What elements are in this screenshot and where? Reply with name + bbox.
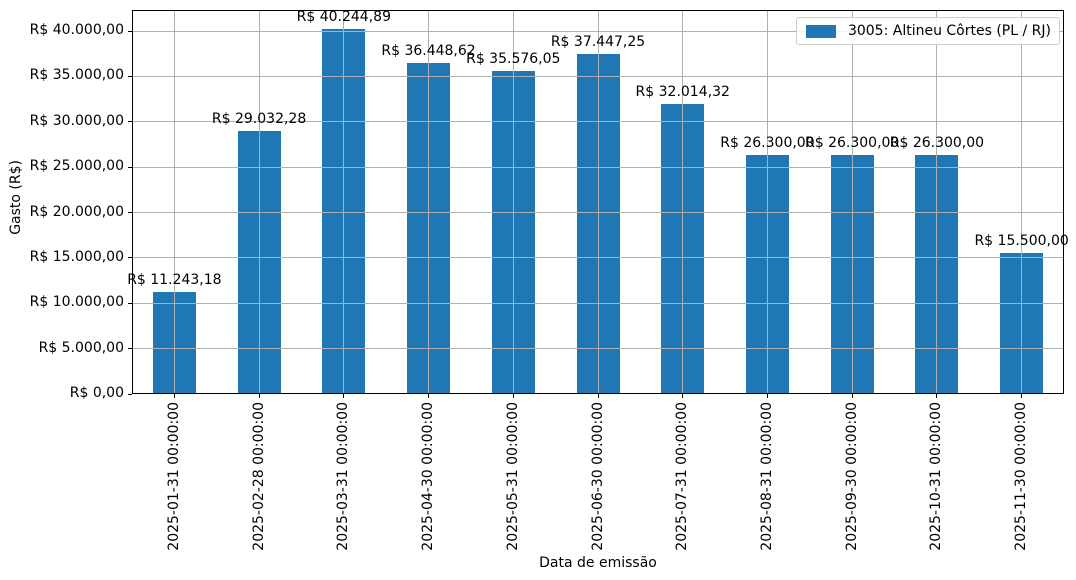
gridline-v [512, 11, 514, 393]
x-tick-mark [343, 394, 345, 398]
y-tick-mark [128, 30, 132, 32]
y-tick-label: R$ 25.000,00 [29, 158, 124, 175]
x-tick-mark [597, 394, 599, 398]
gridline-v [682, 11, 684, 393]
x-tick-mark [258, 394, 260, 398]
bar-value-label: R$ 26.300,00 [889, 135, 985, 152]
x-tick-label: 2025-09-30 00:00:00 [843, 402, 860, 551]
y-tick-mark [128, 302, 132, 304]
x-tick-label: 2025-01-31 00:00:00 [165, 402, 182, 551]
gridline-v [936, 11, 938, 393]
bar-value-label: R$ 35.576,05 [466, 51, 561, 68]
bar-value-label: R$ 36.448,62 [381, 43, 476, 60]
gridline-v [428, 11, 430, 393]
y-tick-label: R$ 40.000,00 [29, 22, 124, 39]
y-tick-label: R$ 5.000,00 [38, 339, 124, 356]
x-tick-mark [173, 394, 175, 398]
x-tick-mark [512, 394, 514, 398]
y-tick-label: R$ 15.000,00 [29, 248, 124, 265]
gridline-v [258, 11, 260, 393]
gridline-v [851, 11, 853, 393]
x-tick-mark [682, 394, 684, 398]
y-tick-label: R$ 30.000,00 [29, 112, 124, 129]
x-tick-label: 2025-08-31 00:00:00 [758, 402, 775, 551]
y-tick-mark [128, 75, 132, 77]
bar-value-label: R$ 26.300,00 [720, 135, 815, 152]
x-tick-mark [936, 394, 938, 398]
y-tick-mark [128, 121, 132, 123]
x-axis-title: Data de emissão [539, 555, 657, 571]
x-tick-label: 2025-03-31 00:00:00 [335, 402, 352, 551]
x-tick-mark [851, 394, 853, 398]
bar-value-label: R$ 32.014,32 [635, 83, 730, 100]
gridline-v [766, 11, 768, 393]
bar-value-label: R$ 15.500,00 [974, 233, 1069, 250]
x-tick-label: 2025-02-28 00:00:00 [250, 402, 267, 551]
x-tick-label: 2025-10-31 00:00:00 [928, 402, 945, 551]
legend-label: 3005: Altineu Côrtes (PL / RJ) [847, 23, 1051, 39]
x-tick-label: 2025-04-30 00:00:00 [420, 402, 437, 551]
legend: 3005: Altineu Côrtes (PL / RJ) [795, 17, 1060, 45]
y-tick-mark [128, 212, 132, 214]
x-tick-mark [428, 394, 430, 398]
y-tick-mark [128, 166, 132, 168]
bar-value-label: R$ 37.447,25 [550, 34, 646, 51]
gridline-v [343, 11, 345, 393]
y-tick-mark [128, 348, 132, 350]
y-tick-label: R$ 0,00 [69, 385, 124, 401]
y-tick-label: R$ 10.000,00 [29, 294, 124, 311]
x-tick-label: 2025-06-30 00:00:00 [589, 402, 606, 551]
x-tick-label: 2025-07-31 00:00:00 [674, 402, 691, 551]
legend-swatch [805, 24, 836, 38]
x-tick-label: 2025-11-30 00:00:00 [1013, 402, 1030, 551]
x-tick-mark [766, 394, 768, 398]
gridline-v [597, 11, 599, 393]
gridline-v [173, 11, 175, 393]
bar-value-label: R$ 11.243,18 [127, 271, 222, 288]
x-tick-mark [1021, 394, 1023, 398]
x-tick-label: 2025-05-31 00:00:00 [504, 402, 521, 551]
bar-value-label: R$ 29.032,28 [211, 110, 307, 127]
y-tick-label: R$ 35.000,00 [29, 67, 124, 84]
bar-value-label: R$ 40.244,89 [296, 8, 391, 25]
y-tick-mark [128, 393, 132, 395]
y-tick-mark [128, 257, 132, 259]
y-tick-label: R$ 20.000,00 [29, 203, 124, 220]
bar-value-label: R$ 26.300,00 [805, 135, 900, 152]
gridline-v [1021, 11, 1023, 393]
